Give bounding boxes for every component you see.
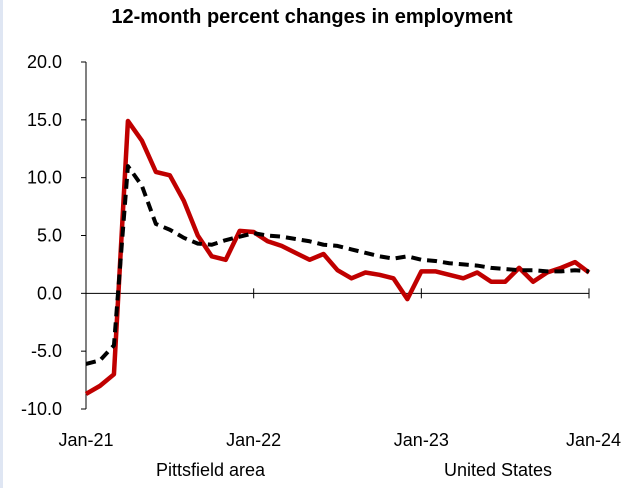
y-tick-label: 20.0: [27, 52, 62, 72]
y-tick-label: -10.0: [21, 399, 62, 419]
y-tick-label: 0.0: [37, 283, 62, 303]
x-axis-labels: Jan-21 Jan-22 Jan-23 Jan-24: [58, 430, 621, 450]
y-tick-label: 15.0: [27, 110, 62, 130]
legend-label-pittsfield: Pittsfield area: [156, 459, 266, 480]
x-tick-label: Jan-22: [226, 430, 281, 450]
y-tick-label: 10.0: [27, 168, 62, 188]
x-tick-label: Jan-21: [58, 430, 113, 450]
legend-label-united-states: United States: [444, 459, 553, 480]
legend-item-united-states: United States: [360, 456, 552, 484]
chart-title: 12-month percent changes in employment: [111, 6, 513, 28]
chart-axes: [81, 61, 590, 410]
x-tick-label: Jan-24: [566, 430, 621, 450]
y-tick-label: -5.0: [31, 341, 62, 361]
y-tick-label: 5.0: [37, 226, 62, 246]
y-axis-labels: 20.0 15.0 10.0 5.0 0.0 -5.0 -10.0: [21, 52, 62, 419]
series-line-united-states: [85, 164, 590, 366]
series-layer: [84, 118, 591, 396]
legend-item-pittsfield: Pittsfield area: [72, 456, 265, 484]
chart-legend: Pittsfield area United States: [0, 456, 624, 484]
left-accent-bar: [0, 0, 3, 488]
series-line-pittsfield-area: [84, 118, 591, 396]
x-tick-label: Jan-23: [394, 430, 449, 450]
